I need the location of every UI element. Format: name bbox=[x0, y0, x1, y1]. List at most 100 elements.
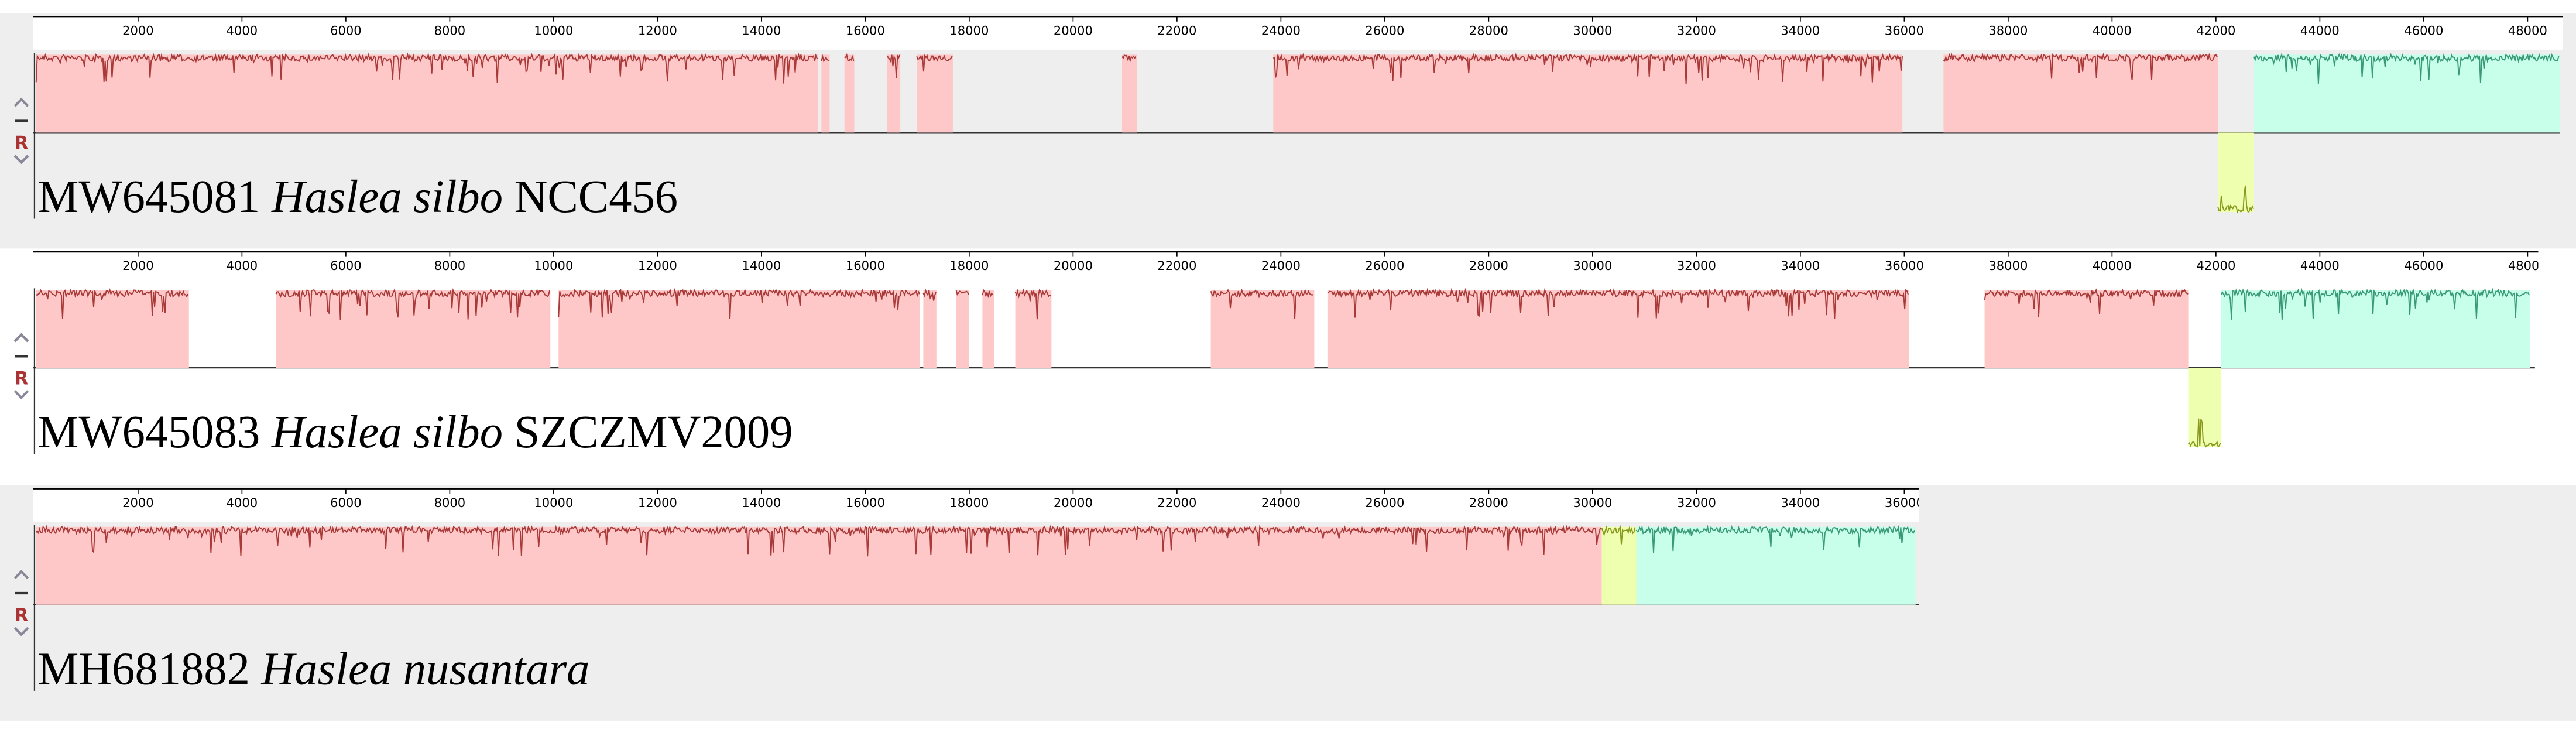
up-arrow bbox=[13, 570, 29, 580]
strain: NCC456 bbox=[514, 172, 678, 223]
tick-label: 2000 bbox=[122, 23, 154, 37]
similarity-profile bbox=[1984, 288, 2189, 317]
tick-label: 26000 bbox=[1365, 258, 1404, 273]
down-arrow bbox=[13, 155, 29, 165]
lcb bbox=[887, 54, 901, 133]
space bbox=[503, 407, 514, 458]
lcb bbox=[1210, 290, 1315, 368]
lcb bbox=[1273, 54, 1903, 133]
accession: MW645083 bbox=[38, 407, 260, 458]
tick-label: 38000 bbox=[1988, 258, 2028, 273]
tick-label: 32000 bbox=[1677, 23, 1716, 37]
tick-label: 14000 bbox=[742, 23, 781, 37]
similarity-profile bbox=[2253, 53, 2560, 84]
lcb bbox=[1601, 526, 1637, 605]
sequence-label: MH681882 Haslea nusantara bbox=[38, 644, 590, 694]
tick-label: 46000 bbox=[2404, 258, 2443, 273]
lcb bbox=[2253, 54, 2560, 133]
species: Haslea silbo bbox=[271, 172, 503, 223]
lcb bbox=[36, 526, 1602, 605]
tick-label: 38000 bbox=[1988, 23, 2028, 37]
down-arrow bbox=[13, 627, 29, 636]
tick-label: 28000 bbox=[1469, 258, 1508, 273]
tick-label: 26000 bbox=[1365, 495, 1404, 510]
ruler-bg bbox=[33, 488, 1919, 522]
similarity-profile bbox=[1635, 525, 1915, 553]
tick-label: 8000 bbox=[434, 495, 466, 510]
tick-label: 32000 bbox=[1677, 495, 1716, 510]
lcb bbox=[1984, 290, 2189, 368]
zoom-button[interactable]: R bbox=[15, 368, 29, 389]
lcb bbox=[1636, 526, 1916, 605]
tick-label: 36000 bbox=[1885, 23, 1924, 37]
similarity-profile bbox=[2217, 185, 2254, 214]
similarity-profile bbox=[1014, 288, 1052, 320]
tick-label: 8000 bbox=[434, 23, 466, 37]
space bbox=[250, 644, 262, 694]
tick-label: 4000 bbox=[227, 23, 258, 37]
lcb bbox=[1015, 290, 1052, 368]
similarity-profile bbox=[955, 290, 970, 296]
tick-label: 32000 bbox=[1677, 258, 1716, 273]
tick-label: 10000 bbox=[534, 23, 573, 37]
similarity-profile bbox=[821, 54, 830, 63]
tick-label: 16000 bbox=[846, 258, 885, 273]
tick-label: 16000 bbox=[846, 495, 885, 510]
tick-label: 6000 bbox=[330, 23, 362, 37]
lcb bbox=[2221, 290, 2530, 368]
tick-label: 34000 bbox=[1781, 495, 1820, 510]
similarity-profile bbox=[1272, 53, 1903, 85]
ticks: 2000 4000 6000 8000 10000 12000 14000 16000 1800… bbox=[122, 488, 1919, 510]
lcb bbox=[1327, 290, 1909, 368]
lcb bbox=[1122, 54, 1137, 133]
similarity-profile bbox=[35, 525, 1602, 557]
tick-label: 30000 bbox=[1573, 495, 1612, 510]
tick-label: 24000 bbox=[1261, 23, 1301, 37]
lcb bbox=[982, 290, 994, 368]
similarity-profile bbox=[558, 288, 921, 319]
tick-label: 4000 bbox=[227, 258, 258, 273]
tick-label: 14000 bbox=[742, 258, 781, 273]
tick-label: 24000 bbox=[1261, 495, 1301, 510]
tick-label: 2000 bbox=[122, 495, 154, 510]
ruler-bg bbox=[33, 16, 2563, 50]
up-arrow bbox=[13, 97, 29, 107]
tick-label: 18000 bbox=[949, 495, 989, 510]
zoom-button[interactable]: R bbox=[15, 133, 29, 154]
tick-label: 44000 bbox=[2300, 258, 2340, 273]
space bbox=[260, 407, 272, 458]
tick-label: 12000 bbox=[638, 495, 677, 510]
similarity-profile bbox=[922, 288, 937, 301]
tick-label: 22000 bbox=[1157, 258, 1196, 273]
lcb bbox=[821, 54, 830, 133]
tick-label: 44000 bbox=[2300, 23, 2340, 37]
lcb bbox=[917, 54, 953, 133]
tick-label: 18000 bbox=[949, 258, 989, 273]
accession: MW645081 bbox=[38, 172, 260, 223]
tick-label: 30000 bbox=[1573, 23, 1612, 37]
lcb bbox=[844, 54, 855, 133]
tick-label: 14000 bbox=[742, 495, 781, 510]
similarity-profile bbox=[275, 288, 551, 320]
tick-label: 20000 bbox=[1054, 23, 1093, 37]
similarity-profile bbox=[1121, 54, 1137, 63]
tick-label: 8000 bbox=[434, 258, 466, 273]
space bbox=[503, 172, 514, 223]
tick-label: 40000 bbox=[2093, 23, 2132, 37]
tick-label: 24000 bbox=[1261, 258, 1301, 273]
tick-label: 6000 bbox=[330, 495, 362, 510]
similarity-profile bbox=[2220, 288, 2530, 320]
sequence-label: MW645081 Haslea silbo NCC456 bbox=[38, 172, 678, 223]
tick-label: 16000 bbox=[846, 23, 885, 37]
ticks: 2000 4000 6000 8000 10000 12000 14000 16000 1800… bbox=[122, 16, 2547, 37]
ruler-bg bbox=[33, 252, 2539, 285]
tick-label: 28000 bbox=[1469, 495, 1508, 510]
zoom-button[interactable]: R bbox=[15, 605, 29, 626]
tick-label: 10000 bbox=[534, 495, 573, 510]
tick-label: 10000 bbox=[534, 258, 573, 273]
lcb bbox=[956, 290, 969, 368]
tick-label: 2000 bbox=[122, 258, 154, 273]
similarity-profile bbox=[1210, 288, 1313, 319]
tick-label: 42000 bbox=[2196, 258, 2235, 273]
